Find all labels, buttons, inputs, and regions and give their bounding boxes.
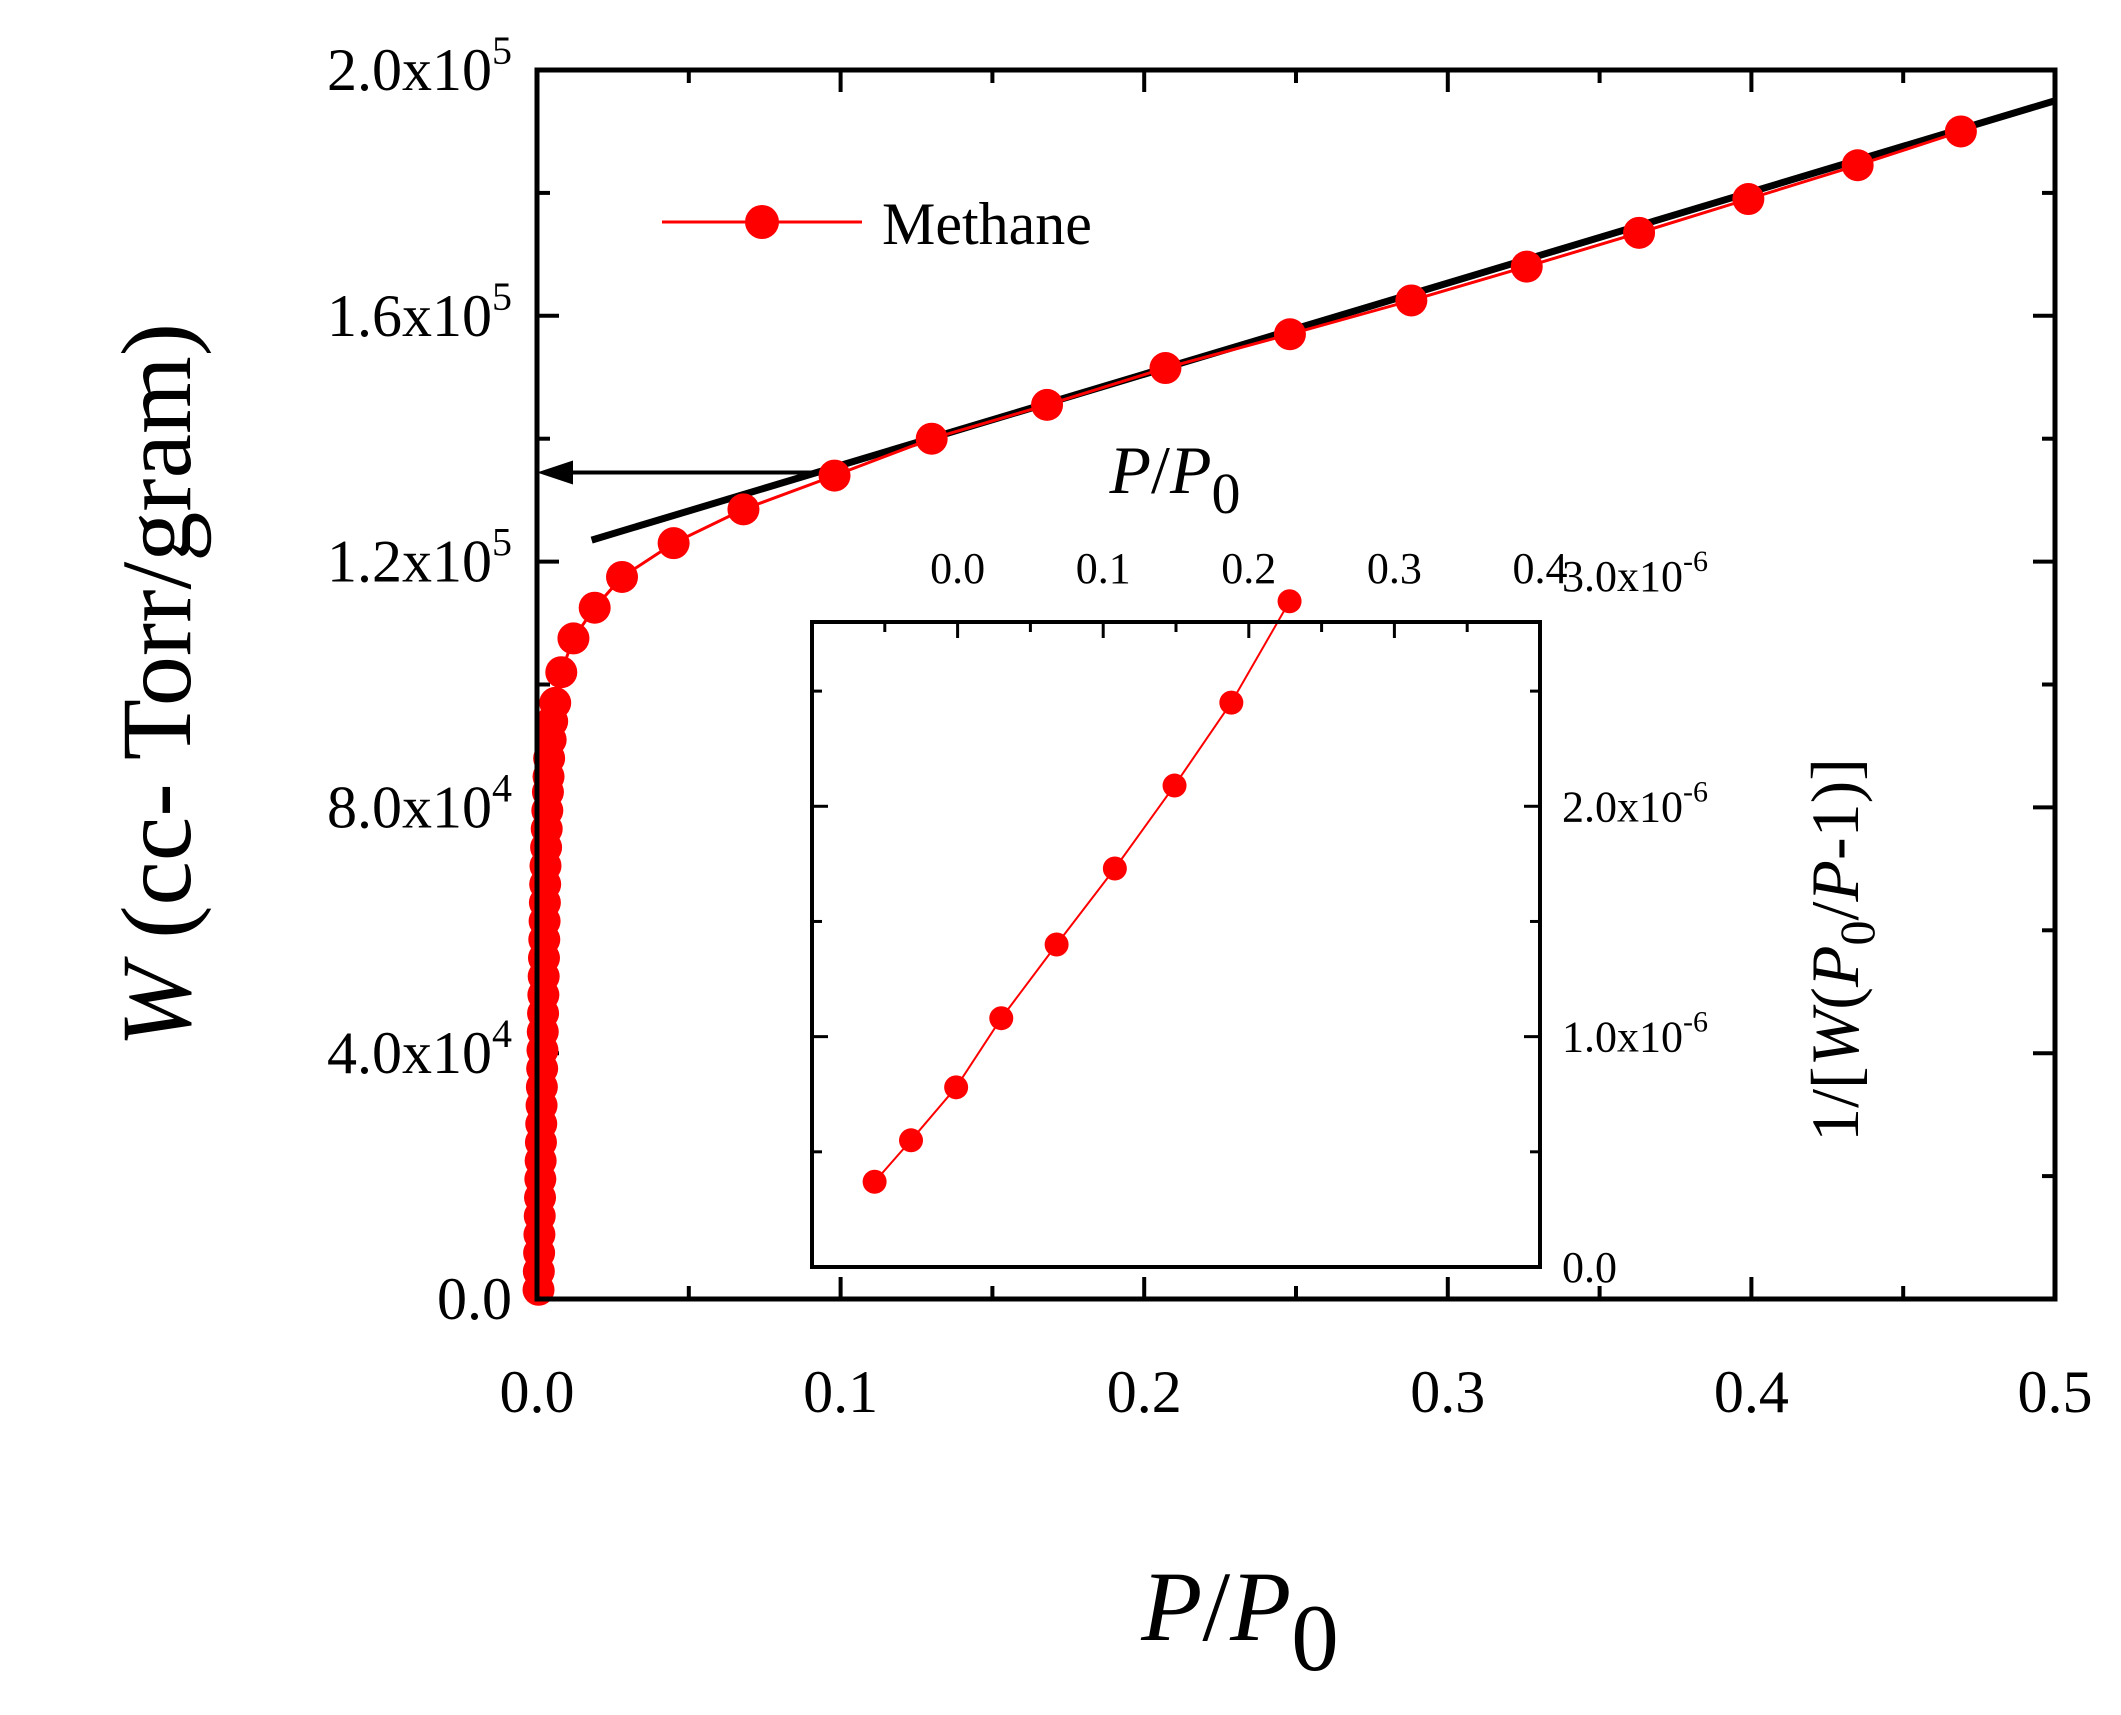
x-tick-label: 0.0 — [500, 1359, 575, 1425]
y-tick-label-base: 1.2x10 — [327, 529, 492, 595]
inset-y-axis-title-slash: / — [1797, 901, 1873, 920]
inset-data-point — [862, 1169, 887, 1194]
inset-data-point — [1044, 932, 1069, 957]
inset-y-tick-label: 0.0 — [1562, 1243, 1617, 1292]
y-tick-label: 1.2x105 — [327, 520, 512, 595]
y-tick-label-exponent: 4 — [492, 765, 512, 810]
data-point-methane — [1841, 149, 1874, 182]
x-axis-title-p: P — [1140, 1551, 1202, 1662]
y-tick-label-base: 2.0x10 — [327, 37, 492, 103]
x-tick-label: 0.1 — [803, 1359, 878, 1425]
y-tick-label: 4.0x104 — [327, 1011, 512, 1086]
y-tick-label-exponent: 4 — [492, 1011, 512, 1056]
x-tick-label: 0.4 — [1714, 1359, 1789, 1425]
y-tick-label-exponent: 5 — [492, 274, 512, 319]
y-tick-label: 0.0 — [437, 1266, 512, 1332]
inset-y-tick-label: 2.0x10-6 — [1562, 775, 1708, 831]
y-tick-label-base: 4.0x10 — [327, 1020, 492, 1086]
inset-data-point — [1219, 690, 1244, 715]
main-plot: 0.0 0.1 0.2 0.3 0.4 0.50.04.0x1048.0x1041.2x1… — [101, 28, 2093, 1691]
data-point-methane — [606, 560, 639, 593]
data-point-methane — [1149, 352, 1182, 385]
inset-data-point — [944, 1075, 969, 1100]
data-point-methane — [1510, 250, 1543, 283]
x-axis-title-slash: / — [1202, 1551, 1230, 1662]
data-point-methane — [1395, 284, 1428, 317]
inset-x-tick-label: 0.2 — [1221, 544, 1276, 593]
y-tick-label-base: 0.0 — [437, 1266, 512, 1332]
inset-data-point — [1162, 773, 1187, 798]
data-point-methane — [545, 656, 578, 689]
y-axis-title-units: (cc- Torr/gram) — [101, 323, 212, 964]
data-point-methane — [915, 422, 948, 455]
x-tick-label: 0.2 — [1107, 1359, 1182, 1425]
inset-y-axis-title: 1/[W(P0/P-1)] — [1797, 758, 1885, 1142]
inset-y-tick-label-base: 0.0 — [1562, 1243, 1617, 1292]
y-tick-label-exponent: 5 — [492, 520, 512, 565]
x-axis-title: P/P0 — [1140, 1551, 1338, 1691]
data-point-methane — [539, 686, 572, 719]
inset-y-axis-title-paren: ( — [1797, 987, 1873, 1010]
x-tick-label: 0.3 — [1410, 1359, 1485, 1425]
inset-x-axis-title-p0: P — [1169, 432, 1212, 508]
inset-y-axis-title-subscript: 0 — [1829, 920, 1885, 945]
inset-y-tick-label-base: 3.0x10 — [1562, 552, 1683, 601]
inset-data-point — [1102, 856, 1127, 881]
series-line-methane — [537, 130, 1962, 1290]
y-tick-label-base: 1.6x10 — [327, 283, 492, 349]
plot-frame — [534, 67, 2058, 1302]
data-point-methane — [1732, 183, 1765, 216]
data-point-methane — [1031, 388, 1064, 421]
y-tick-label-base: 8.0x10 — [327, 774, 492, 840]
data-point-methane — [727, 493, 760, 526]
inset-y-tick-label-base: 1.0x10 — [1562, 1013, 1683, 1062]
x-axis-title-p0: P — [1229, 1551, 1291, 1662]
y-axis-title: W (cc- Torr/gram) — [101, 323, 212, 1047]
inset-x-tick-label: 0.0 — [930, 544, 985, 593]
y-axis-title-w: W — [101, 956, 212, 1047]
data-point-methane — [578, 591, 611, 624]
inset-y-tick-label: 1.0x10-6 — [1562, 1006, 1708, 1062]
inset-y-axis-title-p0: P — [1797, 945, 1873, 988]
inset-data-point — [989, 1006, 1014, 1031]
inset-x-axis-title: P/P0 — [1109, 432, 1241, 526]
inset-y-axis-title-prefix: 1/[ — [1797, 1066, 1873, 1142]
data-point-methane — [557, 622, 590, 655]
inset-x-tick-label: 0.1 — [1076, 544, 1131, 593]
inset-y-tick-label-exponent: -6 — [1683, 775, 1708, 808]
inset-y-axis-title-w: W — [1797, 1004, 1873, 1066]
inset-x-axis-title-slash: / — [1151, 432, 1170, 508]
inset-x-axis-title-subscript: 0 — [1212, 461, 1241, 526]
y-tick-label: 1.6x105 — [327, 274, 512, 349]
data-point-methane — [1273, 318, 1306, 351]
inset-y-tick-label-base: 2.0x10 — [1562, 782, 1683, 831]
y-tick-label: 8.0x104 — [327, 765, 512, 840]
legend-marker-methane — [745, 205, 779, 239]
legend: Methane — [662, 191, 1092, 257]
inset-y-tick-label: 3.0x10-6 — [1562, 545, 1708, 601]
inset-y-axis-title-suffix: -1)] — [1797, 758, 1873, 860]
legend-label-methane: Methane — [882, 191, 1092, 257]
data-point-methane — [1944, 115, 1977, 148]
x-tick-label: 0.5 — [2018, 1359, 2093, 1425]
inset-y-tick-label-exponent: -6 — [1683, 1006, 1708, 1039]
inset-series-line — [873, 600, 1291, 1183]
data-point-methane — [657, 527, 690, 560]
y-tick-label-exponent: 5 — [492, 28, 512, 73]
inset-frame — [810, 620, 1542, 1269]
inset-data-point — [899, 1128, 924, 1153]
inset-x-tick-label: 0.4 — [1513, 544, 1568, 593]
data-point-methane — [818, 459, 851, 492]
inset-y-tick-label-exponent: -6 — [1683, 545, 1708, 578]
x-axis-title-subscript: 0 — [1291, 1585, 1339, 1691]
inset-x-axis-title-p: P — [1109, 432, 1152, 508]
inset-y-axis-title-p: P — [1797, 860, 1873, 903]
arrow-head — [537, 460, 573, 485]
data-point-methane — [1623, 216, 1656, 249]
inset-data-point — [1277, 589, 1302, 614]
inset-x-tick-label: 0.3 — [1367, 544, 1422, 593]
y-tick-label: 2.0x105 — [327, 28, 512, 103]
inset-plot: 0.0 0.1 0.2 0.3 0.40.01.0x10-62.0x10-63.0x10… — [810, 432, 1885, 1292]
